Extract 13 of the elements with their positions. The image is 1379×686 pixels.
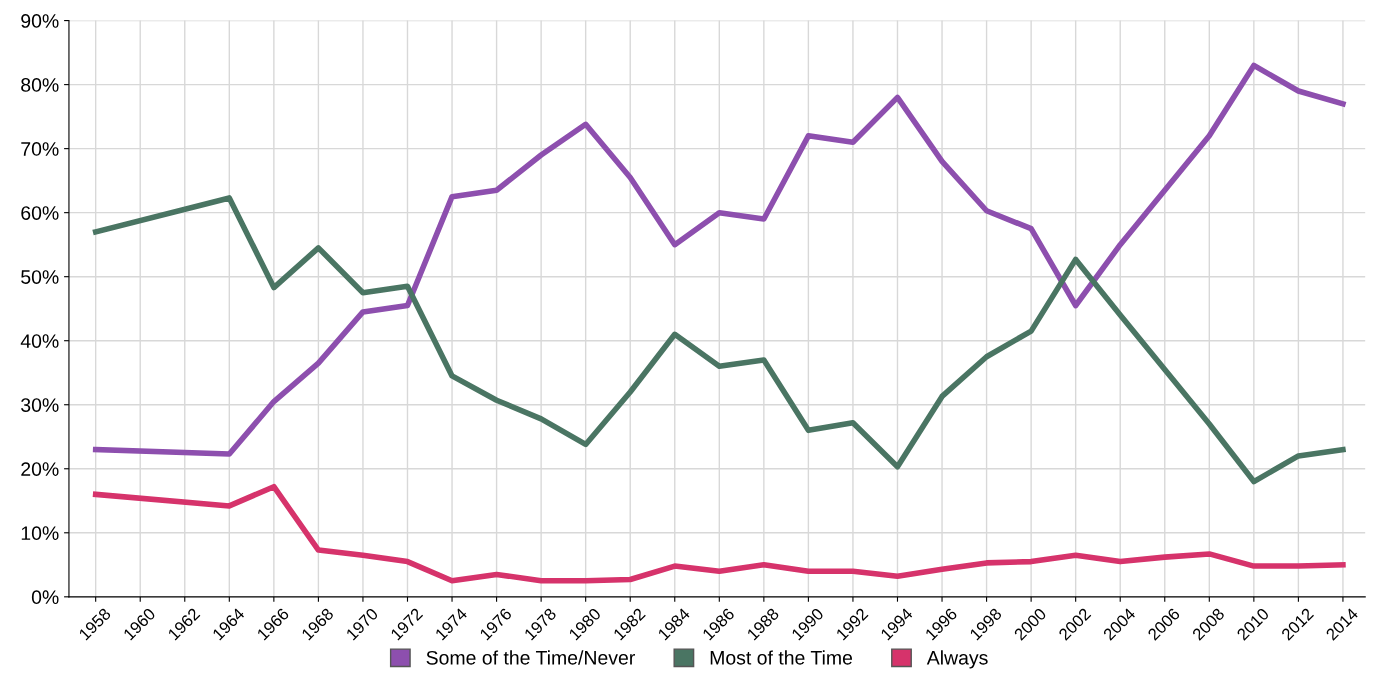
y-tick-label: 20% — [21, 462, 59, 476]
y-tick-label: 50% — [21, 270, 59, 284]
y-tick-label: 40% — [20, 334, 59, 348]
legend-label: Always — [926, 650, 988, 669]
y-tick-label: 90% — [21, 14, 59, 28]
legend-label: Most of the Time — [710, 650, 853, 665]
legend-label: Some of the Time/Never — [426, 650, 635, 665]
y-tick-label: 60% — [21, 206, 59, 220]
y-tick-label: 70% — [21, 142, 59, 156]
y-tick-label: 30% — [21, 398, 59, 412]
y-tick-label: 80% — [21, 78, 59, 92]
y-tick-label: 10% — [21, 526, 59, 541]
y-tick-label: 0% — [31, 590, 59, 605]
